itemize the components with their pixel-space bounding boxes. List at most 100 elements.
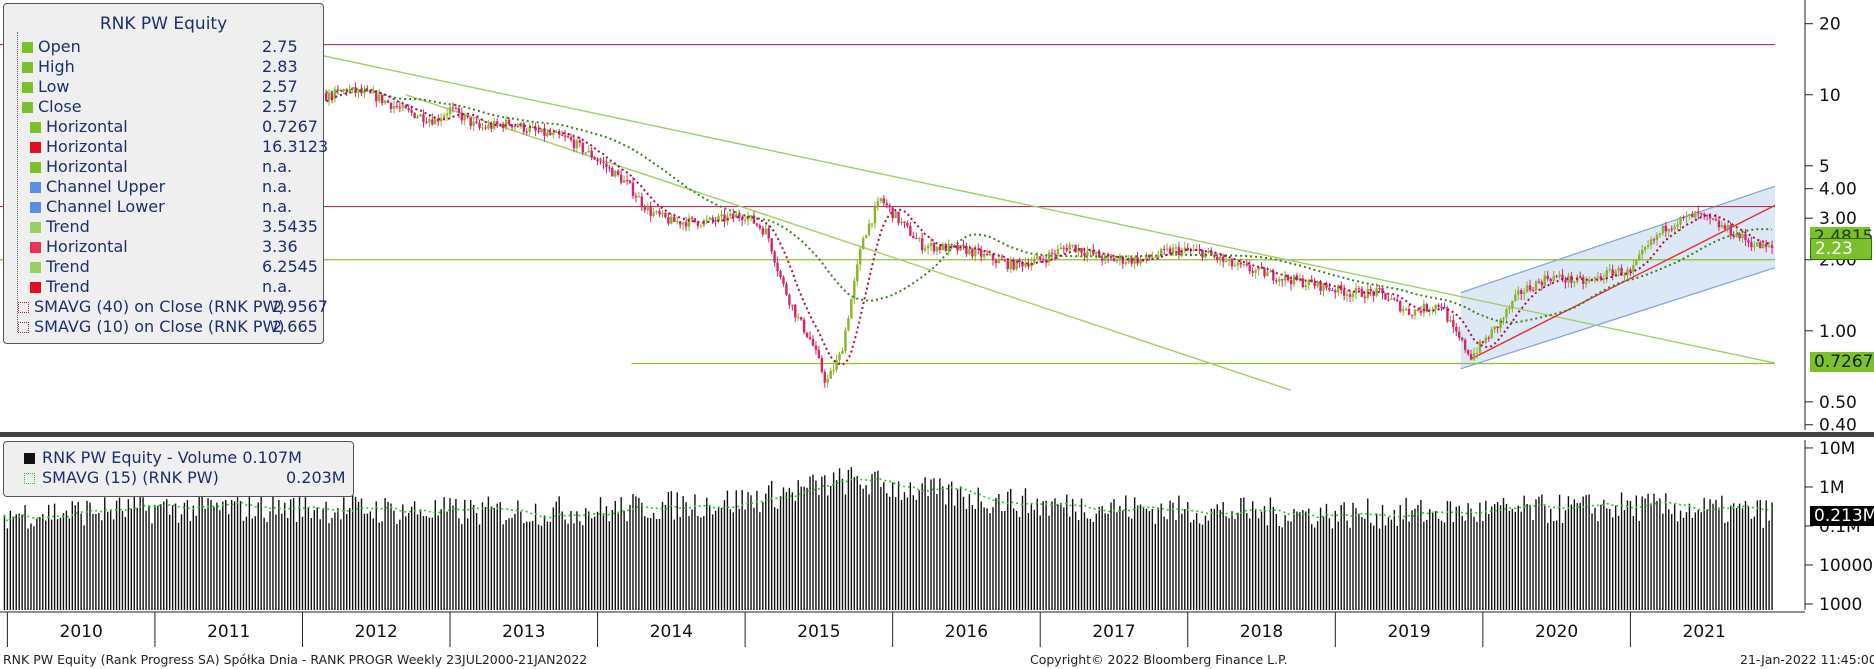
candle-body: [811, 338, 815, 346]
candle-body: [876, 201, 880, 208]
candle-body: [1460, 337, 1464, 340]
candle-body: [1062, 247, 1066, 249]
candle-body: [1337, 285, 1340, 293]
legend-value: 2.57: [262, 77, 298, 96]
candle-body: [1744, 233, 1747, 241]
legend-swatch: [30, 262, 41, 273]
candle-body: [1407, 308, 1411, 315]
candle-body: [997, 258, 1001, 263]
candle-body: [1248, 265, 1251, 272]
candle-body: [1522, 292, 1526, 294]
candle-body: [608, 167, 611, 169]
price-tick-label: 0.50: [1819, 393, 1857, 413]
candle-body: [1263, 268, 1266, 277]
candle-body: [1632, 265, 1635, 272]
candle-body: [602, 162, 605, 164]
candle-body: [1629, 269, 1632, 272]
candle-body: [1390, 298, 1393, 300]
candle-body: [437, 118, 440, 122]
candle-body: [401, 105, 405, 108]
candle-body: [1363, 296, 1367, 298]
candle-body: [805, 332, 809, 338]
candle-body: [342, 89, 345, 91]
candle-body: [1387, 299, 1390, 301]
sma-40-line: [4, 79, 1773, 324]
candle-body: [923, 248, 927, 251]
footer-copyright: Copyright© 2022 Bloomberg Finance L.P.: [1030, 652, 1288, 667]
candle-body: [1192, 249, 1195, 251]
candle-body: [1056, 249, 1060, 255]
candle-body: [1216, 256, 1219, 261]
candle-body: [1596, 276, 1600, 278]
candle-body: [1720, 225, 1724, 228]
candle-body: [1478, 341, 1482, 353]
candle-body: [873, 207, 877, 224]
price-legend-row: Horizontal 3.36: [4, 237, 323, 257]
candle-body: [1210, 251, 1213, 256]
candle-body: [549, 132, 552, 135]
candle-body: [1505, 309, 1508, 318]
candle-body: [546, 132, 549, 137]
candle-body: [888, 205, 891, 208]
candle-body: [1080, 248, 1083, 254]
candle-body: [820, 357, 824, 372]
candle-body: [1316, 281, 1319, 287]
candle-body: [575, 140, 579, 149]
candle-body: [1741, 233, 1744, 239]
candle-body: [788, 294, 791, 305]
candle-body: [743, 219, 747, 221]
candle-body: [900, 221, 903, 223]
legend-label: Horizontal: [46, 157, 128, 176]
candle-body: [1171, 247, 1175, 254]
candle-body: [658, 211, 661, 215]
candle-body: [419, 114, 422, 117]
volume-sma-value: 0.203M: [286, 468, 346, 487]
candle-body: [534, 127, 537, 131]
candle-body: [413, 112, 416, 119]
candle-body: [1673, 226, 1676, 229]
candle-body: [354, 87, 357, 93]
legend-value: 2.57: [262, 97, 298, 116]
legend-value: 2.83: [262, 57, 298, 76]
candle-body: [599, 161, 602, 163]
legend-value: 2.665: [272, 317, 318, 336]
candle-body: [1753, 246, 1756, 248]
candle-body: [581, 142, 585, 153]
candle-body: [1198, 249, 1201, 251]
candle-body: [882, 198, 886, 204]
price-tick-label: 10: [1819, 86, 1841, 106]
candle-body: [785, 283, 788, 295]
candle-body: [1041, 259, 1045, 261]
candle-body: [1295, 275, 1299, 281]
candle-body: [425, 121, 428, 123]
price-legend-row: Channel Upper n.a.: [4, 177, 323, 197]
candle-body: [1664, 225, 1668, 232]
candle-body: [392, 105, 396, 109]
year-label: 2019: [1387, 622, 1430, 642]
legend-swatch: [22, 102, 33, 113]
candle-body: [1735, 233, 1738, 238]
candle-body: [1360, 288, 1364, 297]
candle-body: [962, 244, 965, 247]
candle-body: [1546, 275, 1549, 280]
candle-body: [879, 198, 883, 202]
candle-body: [1466, 349, 1470, 355]
volume-sma-swatch: [24, 473, 35, 484]
candle-body: [687, 217, 691, 227]
candle-body: [711, 217, 714, 221]
candle-body: [1434, 304, 1437, 310]
candle-body: [466, 115, 469, 118]
legend-swatch: [22, 82, 33, 93]
candle-body: [1561, 274, 1564, 280]
candle-body: [1463, 339, 1467, 350]
candle-body: [953, 244, 956, 246]
candle-body: [1100, 257, 1104, 261]
candle-body: [696, 222, 700, 226]
candle-body: [856, 264, 859, 281]
candle-body: [738, 214, 741, 219]
candle-body: [1484, 337, 1488, 343]
candle-body: [566, 136, 570, 138]
candle-body: [971, 248, 974, 257]
candle-body: [463, 115, 466, 121]
volume-legend: RNK PW Equity - Volume 0.107M SMAVG (15)…: [3, 441, 354, 497]
